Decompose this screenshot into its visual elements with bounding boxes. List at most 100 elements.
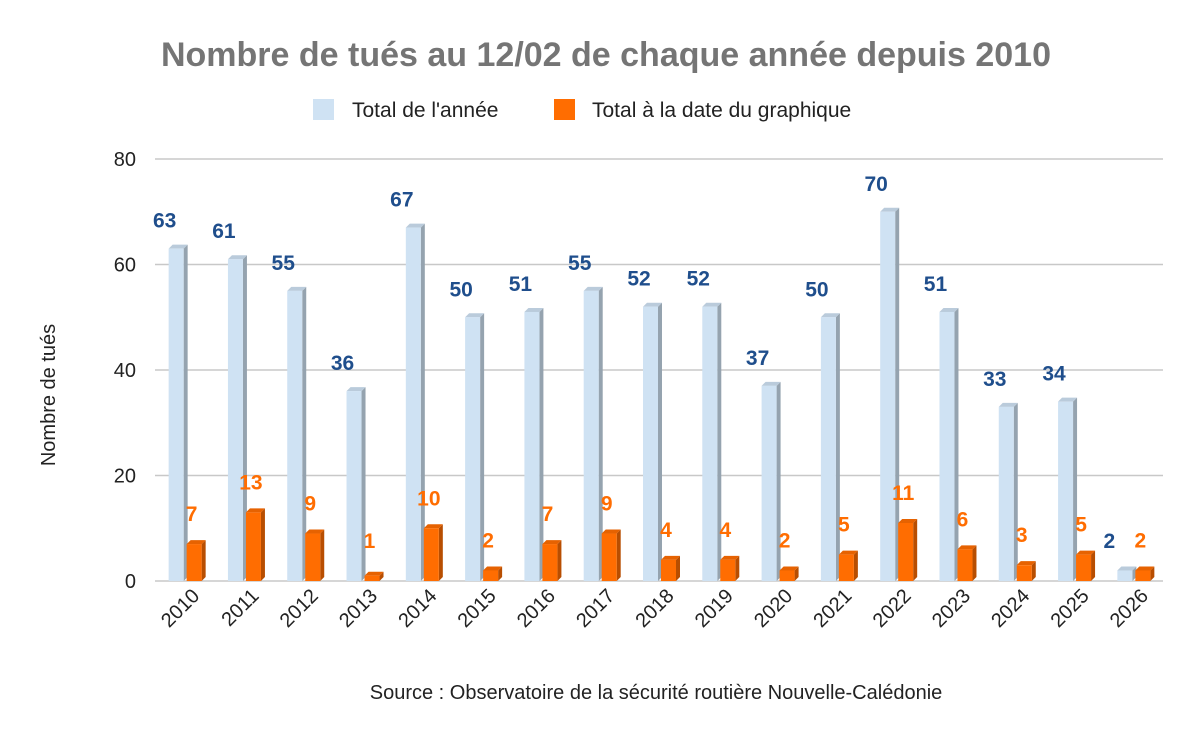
bar-total-annee-2015 [465, 313, 485, 581]
bar-side [1150, 566, 1155, 581]
legend-swatch-total-annee [313, 99, 334, 120]
bar-top [524, 307, 544, 312]
bar-total-annee-2014 [405, 223, 425, 581]
x-tick-label: 2016 [513, 585, 560, 632]
y-tick-label: 60 [114, 255, 136, 277]
bar-top [168, 244, 188, 249]
bar-top [405, 223, 425, 228]
bar-total-annee-2020 [761, 381, 781, 581]
bar-top [1117, 566, 1137, 571]
bar-side [954, 307, 959, 581]
bars [168, 207, 1155, 582]
bar-front [168, 248, 184, 582]
bar-top [1016, 561, 1036, 566]
bar-front [583, 290, 599, 581]
bar-total-date-2015 [483, 566, 503, 581]
bar-front [1117, 570, 1133, 581]
data-label-total-date: 7 [542, 503, 554, 526]
bar-top [287, 286, 307, 291]
bar-total-date-2018 [661, 555, 680, 581]
bar-front [820, 317, 836, 581]
data-label-total-date: 7 [186, 503, 198, 526]
bar-side [1073, 397, 1078, 581]
x-tick-label: 2010 [157, 585, 204, 632]
bar-side [735, 555, 740, 581]
legend-swatch-total-date [554, 99, 575, 120]
bar-front [898, 522, 914, 581]
bar-front [346, 391, 362, 581]
bar-front [1076, 554, 1092, 581]
bar-total-date-2023 [957, 545, 977, 581]
bar-total-annee-2023 [939, 307, 959, 581]
bar-side [1013, 402, 1018, 581]
bar-front [542, 544, 558, 581]
data-label-total-annee: 55 [272, 252, 296, 275]
bar-top [305, 529, 325, 534]
bar-side [379, 571, 384, 581]
x-tick-label: 2011 [218, 585, 264, 631]
bar-total-date-2026 [1135, 566, 1155, 581]
bar-side [658, 302, 662, 581]
x-tick-label: 2025 [1047, 585, 1094, 632]
bar-top [601, 529, 621, 534]
y-axis-ticks: 0 20 40 60 80 [114, 149, 136, 593]
bar-front [1135, 570, 1151, 581]
x-tick-label: 2020 [750, 585, 797, 632]
x-tick-label: 2024 [987, 585, 1034, 632]
x-tick-label: 2018 [632, 585, 679, 632]
data-label-total-annee: 33 [983, 368, 1006, 391]
legend-label-total-date: Total à la date du graphique [592, 99, 851, 122]
bar-side [1091, 550, 1096, 581]
bar-top [186, 540, 206, 545]
bar-side [539, 307, 544, 581]
bar-front [998, 406, 1014, 581]
data-label-total-annee: 34 [1042, 363, 1066, 386]
chart-title: Nombre de tués au 12/02 de chaque année … [161, 36, 1051, 74]
data-label-total-annee: 2 [1104, 530, 1116, 553]
bar-side [420, 223, 425, 581]
bar-side [201, 540, 206, 581]
bar-side [895, 207, 900, 581]
legend: Total de l'année Total à la date du grap… [313, 99, 851, 122]
data-label-total-annee: 36 [331, 352, 354, 375]
bar-total-annee-2010 [168, 244, 188, 582]
bar-front [305, 533, 321, 581]
y-tick-label: 40 [114, 360, 136, 382]
data-labels: 6376113559361671050251755952452437250570… [153, 173, 1146, 553]
bar-front [880, 211, 896, 581]
y-axis-label: Nombre de tués [38, 324, 60, 466]
bar-front [1058, 401, 1074, 581]
bar-total-annee-2011 [227, 255, 247, 581]
x-tick-label: 2012 [276, 585, 323, 632]
bar-total-date-2012 [305, 529, 325, 581]
bar-front [643, 306, 658, 581]
data-label-total-date: 5 [1075, 514, 1087, 537]
bar-top [583, 286, 603, 291]
y-tick-label: 80 [114, 149, 136, 171]
bar-front [939, 311, 955, 581]
x-tick-label: 2021 [809, 585, 856, 632]
data-label-total-date: 5 [838, 514, 850, 537]
y-tick-label: 20 [114, 466, 136, 488]
bar-side [557, 540, 562, 581]
data-label-total-date: 2 [779, 529, 791, 552]
bar-top [245, 508, 265, 513]
x-tick-label: 2019 [691, 585, 738, 632]
bar-side [302, 286, 307, 581]
bar-side [242, 255, 247, 581]
bar-total-annee-2013 [346, 387, 366, 581]
bar-top [465, 313, 485, 318]
y-tick-label: 0 [125, 571, 136, 593]
data-label-total-date: 13 [239, 471, 262, 494]
bar-side [260, 508, 265, 581]
bar-total-annee-2016 [524, 307, 544, 581]
bar-top [820, 313, 840, 318]
bar-front [702, 306, 718, 581]
bar-total-date-2014 [423, 524, 443, 581]
bar-front [364, 575, 380, 581]
bar-top [939, 307, 959, 312]
bar-front [779, 570, 795, 581]
data-label-total-annee: 61 [212, 220, 236, 243]
bar-side [480, 313, 485, 581]
bar-top [227, 255, 247, 260]
